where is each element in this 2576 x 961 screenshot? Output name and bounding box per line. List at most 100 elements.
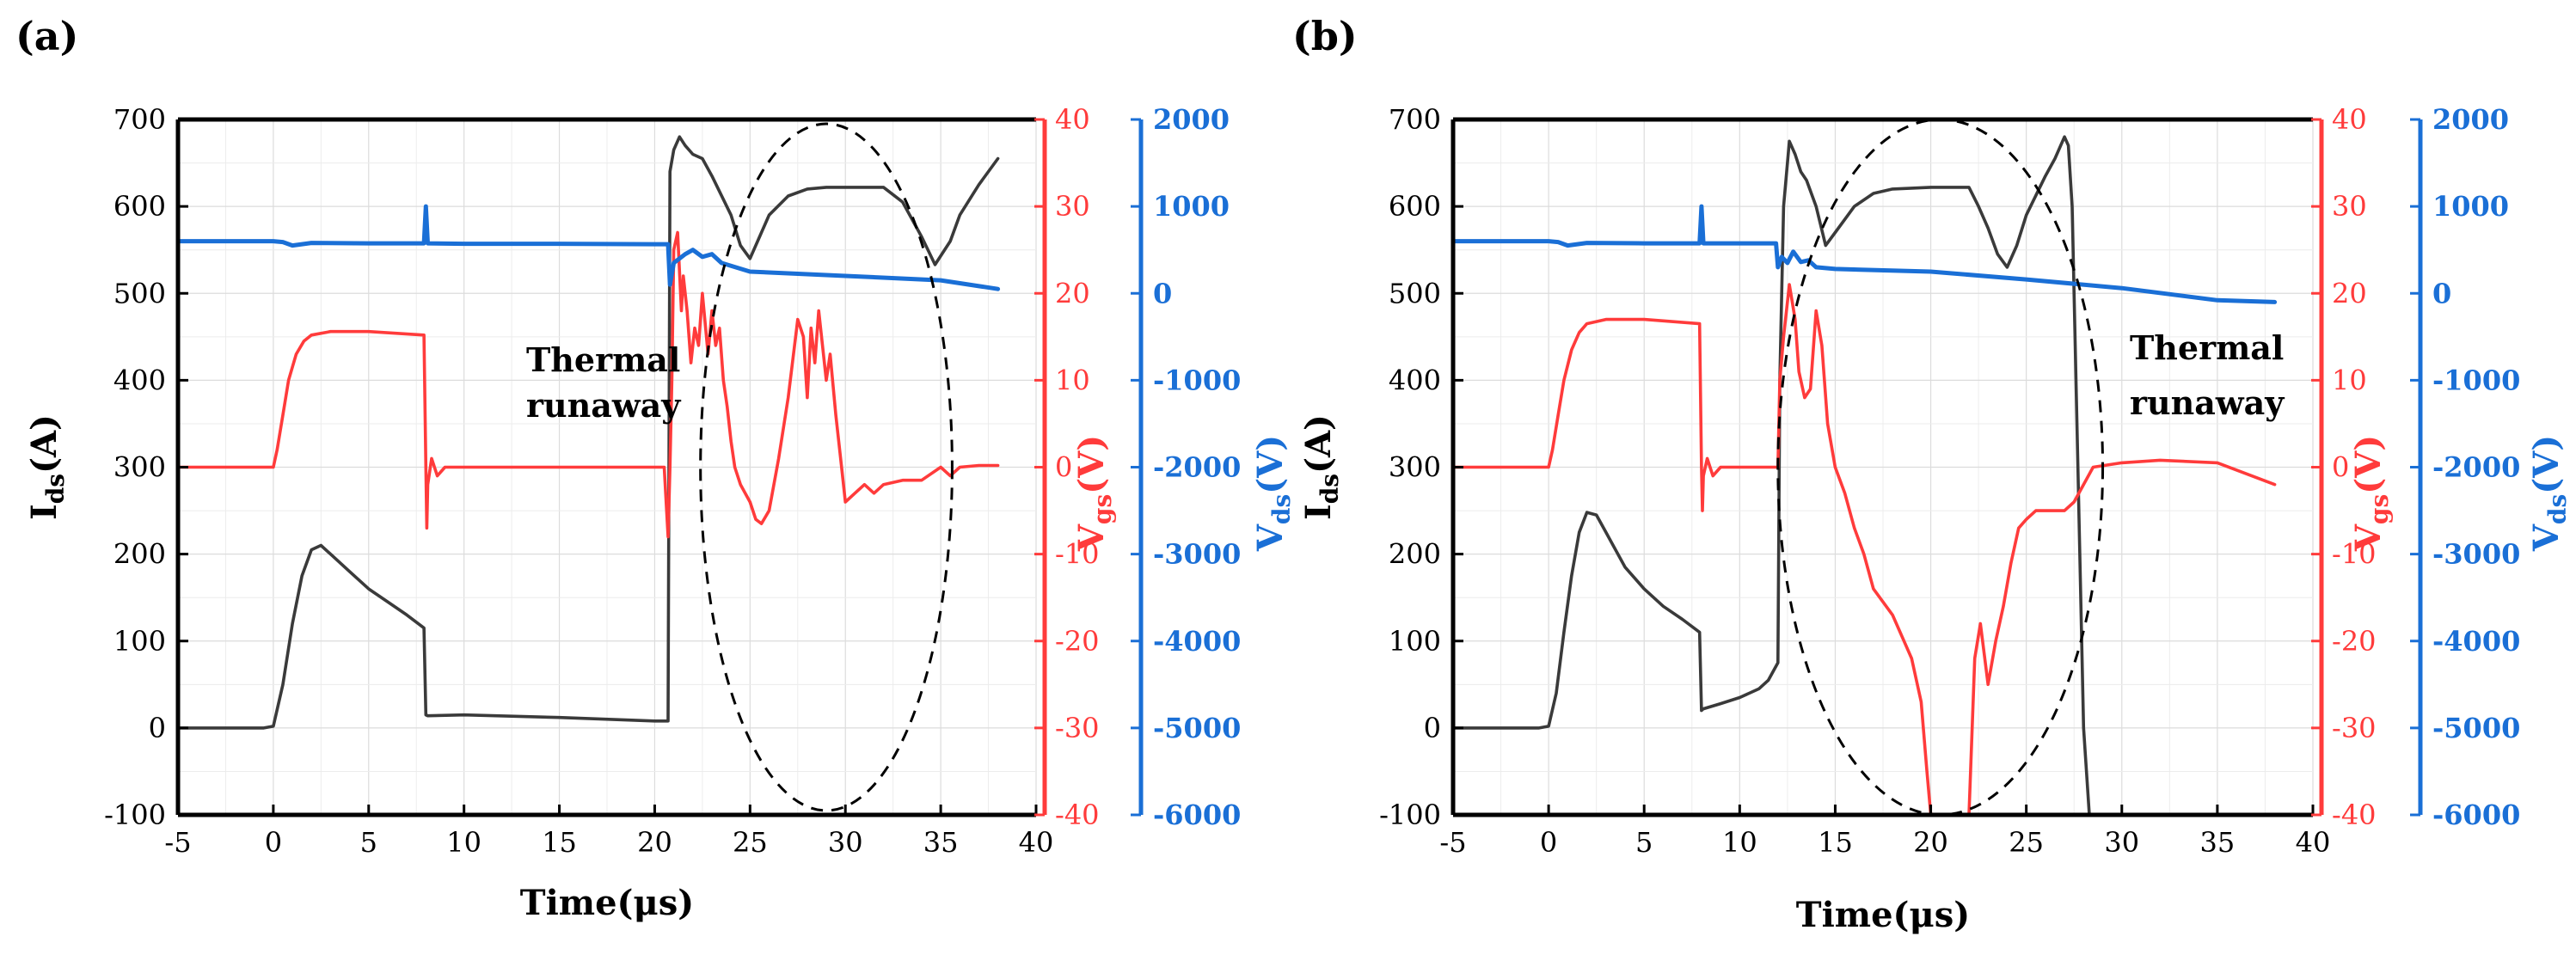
y-tick-label-vgs: 30 <box>2332 190 2367 223</box>
y-tick-label-vds: -4000 <box>1153 625 1241 658</box>
x-tick-label: 20 <box>637 826 672 859</box>
y-tick-label-ids: 400 <box>1389 364 1441 396</box>
x-tick-label: 0 <box>265 826 282 859</box>
y-tick-label-vds: -6000 <box>2432 799 2520 831</box>
x-tick-label: 0 <box>1540 826 1557 859</box>
y-tick-label-ids: 0 <box>149 712 166 744</box>
annotation-thermal: Thermal <box>2130 328 2284 367</box>
x-tick-label: 5 <box>360 826 377 859</box>
series-line-vds <box>1451 204 2278 304</box>
y-tick-label-vds: 2000 <box>2432 103 2509 136</box>
y-tick-label-ids: 700 <box>1389 103 1441 136</box>
panel-label: (b) <box>1292 13 1358 59</box>
y-tick-label-vgs: -20 <box>2332 625 2377 658</box>
y-axis-label-vds-main: V <box>1250 523 1291 552</box>
y-tick-label-vds: -5000 <box>1153 712 1241 744</box>
x-tick-label: -5 <box>164 826 191 859</box>
y-axis-label-vds: Vds(V) <box>1250 435 1296 552</box>
y-axis-label-vgs-sub: gs <box>2365 494 2394 524</box>
y-tick-label-vgs: 40 <box>1055 103 1090 136</box>
y-axis-label-ids-main: I <box>1298 504 1339 520</box>
y-tick-label-vgs: 10 <box>1055 364 1090 396</box>
y-axis-label-ids-sub: ds <box>41 474 70 504</box>
y-tick-label-vds: -1000 <box>1153 364 1241 396</box>
y-tick-label-vds: -3000 <box>1153 538 1241 571</box>
y-tick-label-vds: 1000 <box>1153 190 1230 223</box>
x-tick-label: -5 <box>1439 826 1466 859</box>
y-axis-label-ids-unit: (A) <box>1298 414 1339 474</box>
y-axis-label-vgs-sub: gs <box>1089 494 1117 524</box>
y-axis-label-ids-unit: (A) <box>24 414 64 474</box>
y-axis-label-vds-main: V <box>2526 523 2567 552</box>
y-tick-label-ids: -100 <box>104 799 166 831</box>
x-tick-label: 5 <box>1635 826 1653 859</box>
x-axis-label: Time(μs) <box>520 883 694 923</box>
y-tick-label-vds: -1000 <box>2432 364 2520 396</box>
y-axis-label-vgs-unit: (V) <box>1071 435 1112 494</box>
y-tick-label-ids: 400 <box>113 364 166 396</box>
x-tick-label: 20 <box>1913 826 1948 859</box>
y-tick-label-vgs: 20 <box>1055 277 1090 309</box>
y-tick-label-vgs: 0 <box>1055 451 1072 484</box>
y-tick-label-vgs: -10 <box>2332 538 2377 571</box>
y-axis-label-vgs-main: V <box>1071 523 1112 552</box>
y-axis-label-vgs: Vgs(V) <box>1071 435 1117 552</box>
annotation-runaway: runaway <box>2130 383 2285 422</box>
y-tick-label-vgs: 20 <box>2332 277 2367 309</box>
y-axis-label-vgs-unit: (V) <box>2348 435 2389 494</box>
series-line-vds <box>175 204 1001 291</box>
annotation-runaway: runaway <box>526 386 681 425</box>
y-tick-label-ids: 700 <box>113 103 166 136</box>
y-tick-label-ids: 600 <box>1389 190 1441 223</box>
x-axis-label: Time(μs) <box>1796 895 1970 935</box>
y-tick-label-vgs: 0 <box>2332 451 2349 484</box>
x-tick-label: 30 <box>2104 826 2139 859</box>
y-tick-label-vgs: -20 <box>1055 625 1100 658</box>
y-tick-label-ids: 500 <box>113 277 166 309</box>
y-tick-label-vgs: -10 <box>1055 538 1100 571</box>
y-tick-label-vgs: 10 <box>2332 364 2367 396</box>
y-tick-label-vgs: -30 <box>2332 712 2377 744</box>
x-tick-label: 15 <box>542 826 577 859</box>
y-axis-label-vds: Vds(V) <box>2526 435 2572 552</box>
y-tick-label-ids: 200 <box>1389 538 1441 571</box>
y-tick-label-vds: -2000 <box>1153 451 1241 484</box>
panel-label: (a) <box>15 13 78 59</box>
y-axis-label-ids-main: I <box>24 504 64 520</box>
y-axis-label-vds-unit: (V) <box>1250 435 1291 494</box>
y-axis-label-ids: Ids(A) <box>1298 414 1344 520</box>
x-tick-label: 15 <box>1818 826 1853 859</box>
y-axis-label-ids: Ids(A) <box>24 414 70 520</box>
annotation-thermal: Thermal <box>526 340 680 379</box>
y-axis-label-ids-sub: ds <box>1316 474 1344 504</box>
thermal-runaway-ellipse <box>699 122 954 812</box>
x-tick-label: 40 <box>1019 826 1054 859</box>
y-tick-label-vgs: -40 <box>2332 799 2377 831</box>
y-tick-label-ids: 600 <box>113 190 166 223</box>
y-tick-label-ids: 300 <box>113 451 166 484</box>
y-tick-label-ids: 500 <box>1389 277 1441 309</box>
series-line-vgs <box>1451 283 2277 817</box>
series-line-ids <box>176 135 1000 730</box>
y-tick-label-vds: -4000 <box>2432 625 2520 658</box>
gridlines <box>1452 119 2314 816</box>
x-tick-label: 35 <box>2200 826 2236 859</box>
x-tick-label: 10 <box>446 826 481 859</box>
x-tick-label: 30 <box>828 826 863 859</box>
y-tick-label-vds: 0 <box>2432 277 2451 309</box>
y-tick-label-ids: 200 <box>113 538 166 571</box>
y-tick-label-vds: -2000 <box>2432 451 2520 484</box>
y-tick-label-ids: 300 <box>1389 451 1441 484</box>
gridlines <box>177 119 1037 816</box>
y-axis-label-vgs-main: V <box>2348 523 2389 552</box>
y-tick-label-ids: 0 <box>1424 712 1441 744</box>
y-axis-label-vds-sub: ds <box>1267 494 1296 524</box>
y-tick-label-vgs: -40 <box>1055 799 1100 831</box>
y-tick-label-vgs: 30 <box>1055 190 1090 223</box>
y-tick-label-vds: -5000 <box>2432 712 2520 744</box>
x-tick-label: 25 <box>733 826 768 859</box>
series-line-vgs <box>176 230 1000 539</box>
